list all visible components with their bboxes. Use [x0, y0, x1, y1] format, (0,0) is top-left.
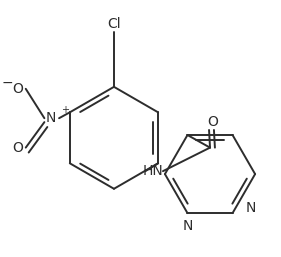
Text: O: O: [208, 115, 218, 129]
Text: N: N: [246, 201, 256, 215]
Text: O: O: [12, 82, 23, 96]
Text: +: +: [61, 105, 69, 115]
Text: −: −: [1, 76, 13, 90]
Text: Cl: Cl: [107, 17, 121, 31]
Text: N: N: [46, 111, 56, 125]
Text: HN: HN: [143, 164, 164, 178]
Text: N: N: [182, 219, 193, 233]
Text: O: O: [12, 141, 23, 155]
